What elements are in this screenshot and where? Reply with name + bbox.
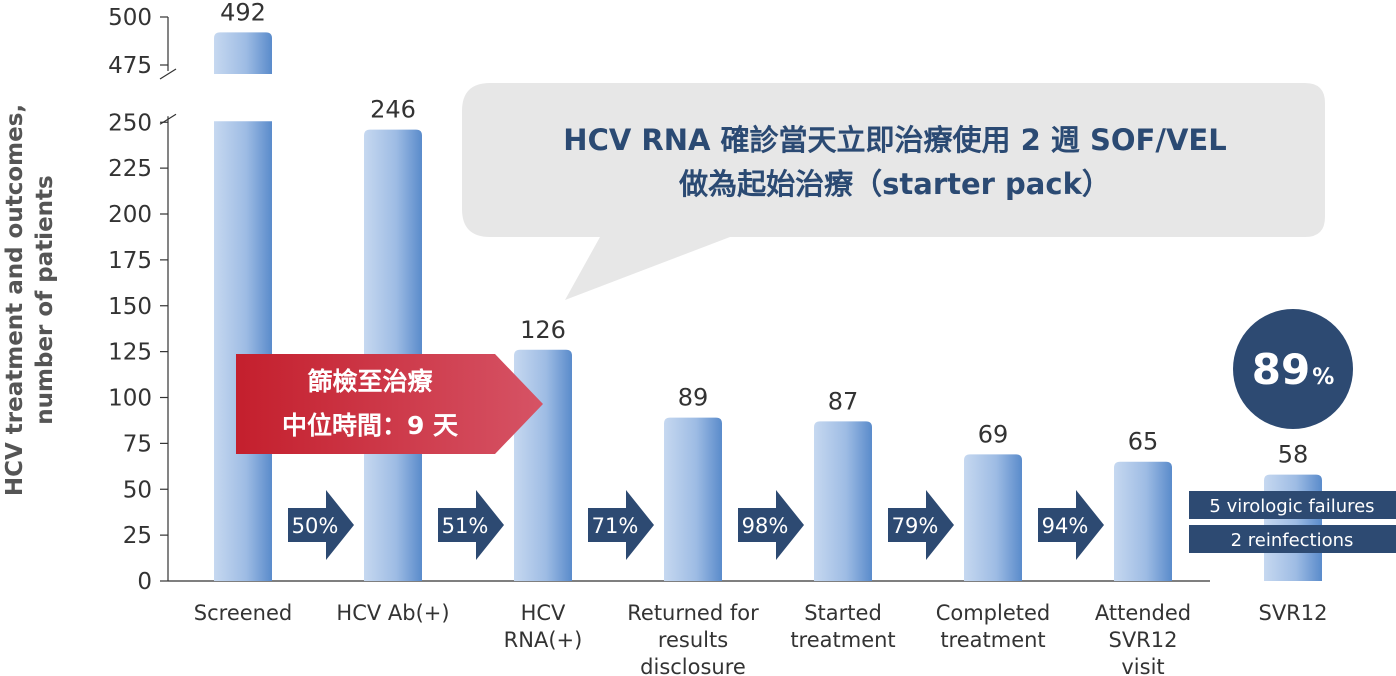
time-highlight-arrow — [236, 354, 543, 454]
bar-value-label: 89 — [678, 384, 709, 412]
step-percentage: 50% — [292, 514, 339, 538]
category-label: HCV Ab(+) — [336, 601, 449, 625]
category-label: disclosure — [640, 655, 746, 676]
bar-break-gap — [212, 74, 274, 122]
note-text: 5 virologic failures — [1209, 496, 1374, 517]
step-percentage: 98% — [742, 514, 789, 538]
note-box — [1189, 491, 1396, 519]
y-tick-label: 500 — [108, 5, 152, 31]
y-tick-label: 175 — [108, 248, 152, 274]
category-label: Attended — [1095, 601, 1191, 625]
step-arrow — [738, 490, 804, 560]
bar-value-label: 87 — [828, 387, 859, 415]
callout-line: 做為起始治療（starter pack） — [678, 167, 1111, 201]
bar-value-label: 492 — [220, 0, 266, 26]
step-arrow — [288, 490, 354, 560]
step-percentage: 79% — [892, 514, 939, 538]
y-axis-title-line: HCV treatment and outcomes, — [2, 104, 28, 496]
note-text: 2 reinfections — [1231, 530, 1354, 551]
y-tick-label: 50 — [123, 477, 152, 503]
y-axis-title-line: number of patients — [32, 175, 58, 424]
y-tick-label: 0 — [137, 569, 152, 595]
axis-break-mark-upper — [159, 68, 177, 80]
bar — [1114, 461, 1172, 581]
bar — [964, 454, 1022, 581]
y-tick-label: 225 — [108, 156, 152, 182]
y-tick-label: 475 — [108, 53, 152, 79]
y-tick-label: 200 — [108, 202, 152, 228]
category-label: visit — [1121, 655, 1164, 676]
svr-rate-unit: % — [1312, 365, 1334, 390]
step-arrow — [588, 490, 654, 560]
time-highlight-line: 篩檢至治療 — [307, 367, 432, 396]
bar-value-label: 126 — [520, 316, 566, 344]
bar-value-label: 69 — [978, 420, 1009, 448]
step-arrow — [888, 490, 954, 560]
step-percentage: 51% — [442, 514, 489, 538]
category-label: Started — [804, 601, 882, 625]
step-percentage: 71% — [592, 514, 639, 538]
y-axis-title: HCV treatment and outcomes, number of pat… — [2, 104, 58, 496]
svr-rate-badge — [1233, 309, 1353, 429]
callout-line: HCV RNA 確診當天立即治療使用 2 週 SOF/VEL — [563, 123, 1226, 157]
bar-value-label: 65 — [1128, 428, 1159, 456]
callout-bubble — [462, 83, 1325, 300]
step-arrow — [438, 490, 504, 560]
category-label: Screened — [194, 601, 292, 625]
y-tick-label: 250 — [108, 110, 152, 136]
note-box — [1189, 525, 1396, 553]
category-label: Returned for — [627, 601, 759, 625]
step-percentage: 94% — [1042, 514, 1089, 538]
y-tick-label: 125 — [108, 340, 152, 366]
y-tick-label: 150 — [108, 294, 152, 320]
step-arrow — [1038, 490, 1104, 560]
category-label: RNA(+) — [504, 628, 583, 652]
category-label: treatment — [940, 628, 1045, 652]
y-tick-label: 25 — [123, 523, 152, 549]
y-tick-label: 100 — [108, 386, 152, 412]
category-label: SVR12 — [1258, 601, 1327, 625]
category-label: SVR12 — [1108, 628, 1177, 652]
category-label: results — [658, 628, 728, 652]
svr-rate-value: 89 — [1252, 345, 1310, 394]
bar — [664, 417, 722, 581]
svr-rate-text: 89% — [1252, 345, 1335, 394]
bar-value-label: 58 — [1278, 441, 1309, 469]
bar-value-label: 246 — [370, 96, 416, 124]
y-tick-label: 75 — [123, 431, 152, 457]
time-highlight-line: 中位時間：9 天 — [282, 411, 458, 440]
category-label: HCV — [521, 601, 566, 625]
category-label: Completed — [936, 601, 1051, 625]
bar — [814, 421, 872, 581]
category-label: treatment — [790, 628, 895, 652]
